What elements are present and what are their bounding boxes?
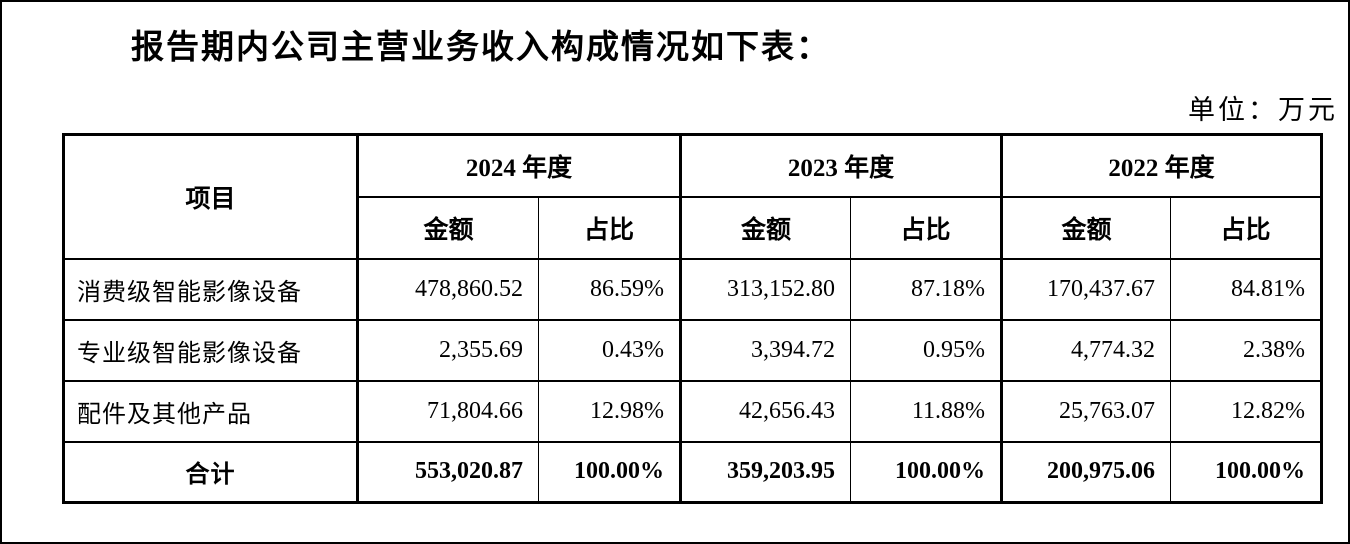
total-ratio-2024: 100.00% bbox=[537, 440, 682, 504]
row-item-label: 配件及其他产品 bbox=[63, 379, 358, 443]
total-amount-2024: 553,020.87 bbox=[356, 440, 539, 504]
amount-2022: 25,763.07 bbox=[1000, 379, 1172, 443]
column-header-item: 项目 bbox=[63, 133, 358, 260]
amount-2022: 170,437.67 bbox=[1000, 257, 1172, 321]
column-header-ratio-2023: 占比 bbox=[850, 195, 1003, 260]
ratio-2024: 12.98% bbox=[537, 379, 682, 443]
amount-2022: 4,774.32 bbox=[1000, 318, 1172, 382]
amount-2024: 71,804.66 bbox=[356, 379, 539, 443]
column-header-ratio-2024: 占比 bbox=[537, 195, 682, 260]
ratio-2022: 2.38% bbox=[1170, 318, 1323, 382]
column-header-year-2022: 2022 年度 bbox=[1000, 133, 1323, 198]
ratio-2023: 11.88% bbox=[850, 379, 1003, 443]
unit-label: 单位：万元 bbox=[1188, 95, 1338, 125]
table-row-consumer-imaging: 消费级智能影像设备 478,860.52 86.59% 313,152.80 8… bbox=[63, 257, 1323, 321]
ratio-2022: 84.81% bbox=[1170, 257, 1323, 321]
row-item-label: 消费级智能影像设备 bbox=[63, 257, 358, 321]
ratio-2023: 0.95% bbox=[850, 318, 1003, 382]
ratio-2024: 0.43% bbox=[537, 318, 682, 382]
total-ratio-2022: 100.00% bbox=[1170, 440, 1323, 504]
revenue-composition-table: 项目 2024 年度 2023 年度 2022 年度 金额 占比 金额 占比 金… bbox=[62, 133, 1324, 504]
ratio-2023: 87.18% bbox=[850, 257, 1003, 321]
header-row-years: 项目 2024 年度 2023 年度 2022 年度 bbox=[63, 133, 1323, 260]
amount-2023: 313,152.80 bbox=[679, 257, 852, 321]
ratio-2022: 12.82% bbox=[1170, 379, 1323, 443]
page-title: 报告期内公司主营业务收入构成情况如下表： bbox=[131, 30, 831, 66]
ratio-2024: 86.59% bbox=[537, 257, 682, 321]
column-header-ratio-2022: 占比 bbox=[1170, 195, 1323, 260]
column-header-year-2023: 2023 年度 bbox=[679, 133, 1003, 198]
header-row-subcolumns: 金额 占比 金额 占比 金额 占比 bbox=[64, 195, 1323, 260]
table-row-total: 合计 553,020.87 100.00% 359,203.95 100.00%… bbox=[63, 440, 1323, 504]
amount-2024: 2,355.69 bbox=[356, 318, 539, 382]
amount-2024: 478,860.52 bbox=[356, 257, 539, 321]
column-header-year-2024: 2024 年度 bbox=[355, 133, 682, 198]
column-header-amount-2024: 金额 bbox=[356, 195, 539, 260]
table-row-accessories-other: 配件及其他产品 71,804.66 12.98% 42,656.43 11.88… bbox=[63, 379, 1323, 443]
total-amount-2022: 200,975.06 bbox=[1000, 440, 1172, 504]
table-row-professional-imaging: 专业级智能影像设备 2,355.69 0.43% 3,394.72 0.95% … bbox=[63, 318, 1323, 382]
total-amount-2023: 359,203.95 bbox=[679, 440, 852, 504]
amount-2023: 42,656.43 bbox=[679, 379, 852, 443]
column-header-amount-2022: 金额 bbox=[1000, 195, 1172, 260]
row-item-label: 专业级智能影像设备 bbox=[63, 318, 358, 382]
amount-2023: 3,394.72 bbox=[679, 318, 852, 382]
column-header-amount-2023: 金额 bbox=[679, 195, 852, 260]
total-label: 合计 bbox=[63, 440, 358, 504]
total-ratio-2023: 100.00% bbox=[850, 440, 1003, 504]
